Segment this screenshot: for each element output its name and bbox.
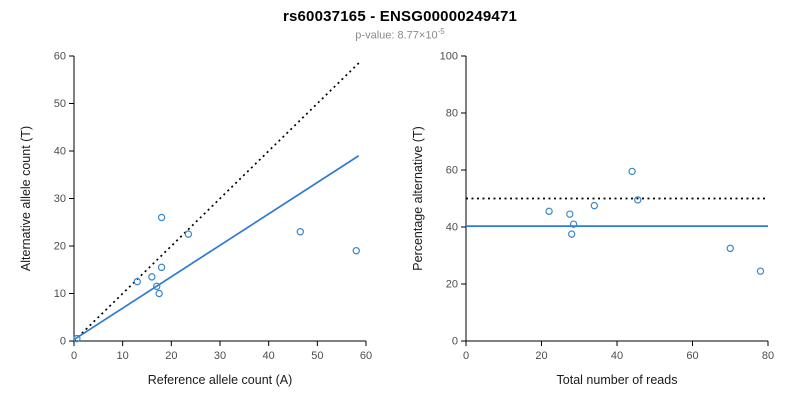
- x-tick-label: 0: [71, 350, 77, 362]
- pvalue-text: p-value: 8.77×10: [355, 29, 438, 42]
- data-point: [567, 230, 576, 238]
- y-tick-label: 40: [54, 145, 66, 157]
- x-tick-label: 80: [762, 350, 774, 362]
- data-point: [634, 195, 642, 204]
- identity-line: [73, 59, 362, 342]
- figure-title: rs60037165 - ENSG00000249471: [282, 8, 518, 25]
- data-point: [148, 272, 156, 281]
- data-point: [590, 201, 599, 209]
- y-tick-label: 20: [446, 278, 458, 290]
- regression-line: [73, 154, 360, 340]
- y-tick-label: 20: [54, 240, 66, 252]
- data-point: [628, 167, 636, 175]
- y-tick-label: 10: [54, 288, 66, 300]
- charts-row: 0 10 20 30 40 50 60 0 10 20 30 40 50 60 Reference alle…: [0, 44, 800, 396]
- data-point: [569, 220, 578, 228]
- data-point: [184, 230, 193, 238]
- data-point: [153, 282, 161, 290]
- y-tick-label: 60: [446, 164, 458, 176]
- x-tick-label: 20: [165, 350, 177, 362]
- x-tick-label: 0: [463, 350, 469, 362]
- figure-subtitle: p-value: 8.77×10-5: [0, 27, 800, 42]
- x-tick-label: 30: [214, 350, 226, 362]
- data-point: [73, 334, 81, 342]
- x-tick-label: 50: [311, 350, 323, 362]
- data-point: [296, 227, 304, 236]
- data-point: [566, 210, 574, 218]
- y-tick-label: 100: [440, 50, 458, 62]
- data-point: [352, 246, 360, 255]
- y-tick-label: 30: [54, 193, 66, 205]
- data-point: [157, 213, 166, 221]
- y-tick-label: 80: [446, 107, 458, 119]
- x-tick-label: 60: [686, 350, 698, 362]
- data-point: [157, 263, 166, 271]
- y-tick-label: 0: [60, 335, 66, 347]
- percentage-vs-reads-scatter: 0 20 40 60 80 0 20 40 60 80 100 Total number of rea…: [411, 50, 774, 387]
- x-tick-label: 40: [263, 350, 275, 362]
- y-axis-label: Percentage alternative (T): [411, 126, 425, 271]
- allele-counts-scatter: 0 10 20 30 40 50 60 0 10 20 30 40 50 60 Reference alle…: [19, 50, 372, 387]
- data-point: [726, 244, 734, 252]
- x-tick-label: 20: [535, 350, 547, 362]
- data-point: [155, 289, 163, 297]
- x-axis-label: Reference allele count (A): [148, 373, 293, 387]
- x-axis-label: Total number of reads: [557, 373, 678, 387]
- pvalue-exponent: -5: [437, 27, 445, 36]
- x-tick-label: 40: [611, 350, 623, 362]
- data-point: [756, 267, 765, 275]
- y-axis-label: Alternative allele count (T): [19, 126, 33, 271]
- y-tick-label: 40: [446, 221, 458, 233]
- x-tick-label: 60: [360, 350, 372, 362]
- data-point: [545, 207, 553, 215]
- y-tick-label: 50: [54, 98, 66, 110]
- data-point: [133, 277, 141, 285]
- x-tick-label: 10: [117, 350, 129, 362]
- y-tick-label: 0: [452, 335, 458, 347]
- y-tick-label: 60: [54, 50, 66, 62]
